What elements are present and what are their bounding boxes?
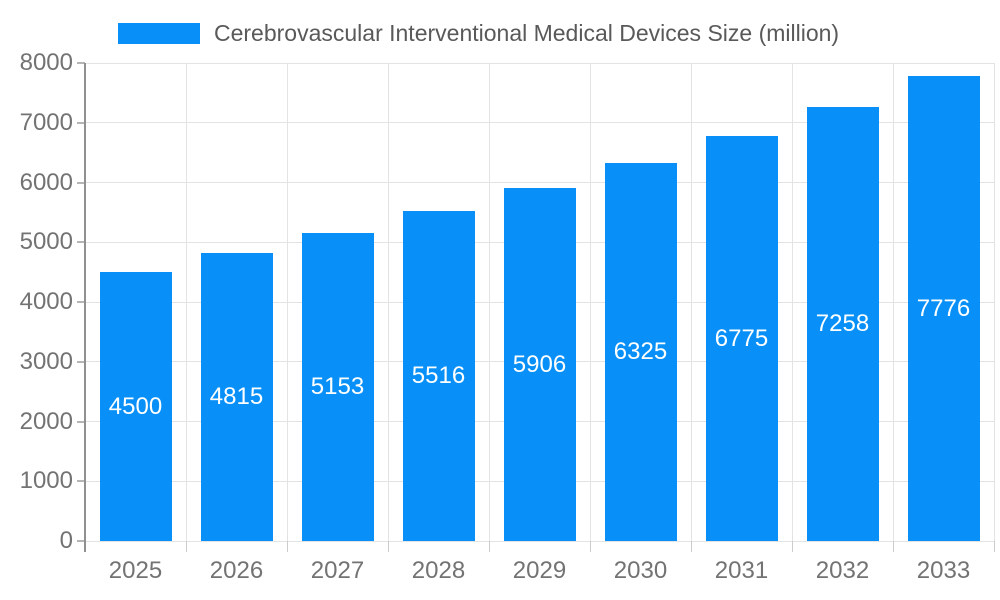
y-axis-tick — [77, 420, 85, 423]
x-gridline — [589, 63, 591, 541]
x-axis-tick — [892, 541, 894, 552]
bar[interactable] — [705, 136, 778, 541]
chart-legend[interactable]: Cerebrovascular Interventional Medical D… — [118, 18, 839, 48]
y-tick-label: 2000 — [19, 407, 73, 435]
y-tick-label: 7000 — [19, 108, 73, 136]
bar[interactable] — [200, 253, 273, 541]
x-tick-label: 2033 — [916, 557, 971, 584]
x-axis-tick — [993, 541, 995, 552]
x-tick-label: 2028 — [411, 557, 466, 584]
y-axis-tick — [77, 62, 85, 64]
y-tick-label: 5000 — [19, 228, 73, 256]
x-axis-tick — [387, 541, 389, 552]
x-axis-tick — [589, 541, 591, 552]
x-axis-tick — [185, 541, 187, 552]
x-gridline — [993, 63, 995, 541]
y-tick-label: 6000 — [19, 168, 73, 196]
bar-value-label: 4500 — [108, 392, 163, 420]
bar-value-label: 7776 — [916, 294, 971, 322]
y-gridline — [85, 540, 994, 542]
x-axis-tick — [791, 541, 793, 552]
legend-swatch — [118, 22, 200, 44]
bar-value-label: 6325 — [613, 338, 668, 366]
x-gridline — [488, 63, 490, 541]
y-gridline — [85, 122, 994, 124]
y-gridline — [85, 182, 994, 183]
bar-value-label: 6775 — [714, 324, 769, 352]
x-axis-tick — [690, 541, 692, 552]
x-gridline — [387, 63, 389, 541]
bar[interactable] — [99, 272, 172, 541]
x-tick-label: 2031 — [714, 557, 769, 584]
y-axis-tick — [77, 241, 85, 244]
y-axis-tick — [77, 360, 85, 363]
x-gridline — [892, 63, 894, 541]
bar[interactable] — [604, 163, 677, 541]
y-tick-label: 0 — [59, 527, 73, 554]
y-axis-tick — [77, 480, 85, 483]
y-axis-tick — [77, 181, 85, 184]
y-gridline — [85, 62, 994, 64]
bar[interactable] — [806, 107, 879, 541]
y-axis-tick — [77, 121, 85, 124]
x-axis-tick — [286, 541, 288, 552]
x-tick-label: 2026 — [209, 557, 264, 584]
y-axis-tick — [77, 540, 85, 542]
y-tick-label: 1000 — [19, 467, 73, 495]
x-tick-label: 2027 — [310, 557, 365, 584]
y-tick-label: 4000 — [19, 288, 73, 315]
legend-label: Cerebrovascular Interventional Medical D… — [214, 19, 840, 46]
y-axis-line — [84, 63, 86, 552]
bar[interactable] — [301, 233, 374, 541]
x-gridline — [286, 63, 288, 541]
y-axis-tick — [77, 301, 85, 303]
bar-value-label: 4815 — [209, 383, 264, 411]
x-tick-label: 2029 — [512, 557, 567, 584]
x-axis-tick — [488, 541, 490, 552]
bar[interactable] — [907, 76, 980, 541]
y-tick-label: 8000 — [19, 49, 73, 76]
x-tick-label: 2025 — [108, 557, 163, 584]
bar[interactable] — [402, 211, 475, 541]
bar[interactable] — [503, 188, 576, 541]
x-gridline — [690, 63, 692, 541]
bar-value-label: 5516 — [411, 362, 466, 390]
x-gridline — [185, 63, 187, 541]
bar-value-label: 5906 — [512, 350, 567, 378]
y-tick-label: 3000 — [19, 347, 73, 375]
x-tick-label: 2030 — [613, 557, 668, 584]
x-gridline — [791, 63, 793, 541]
bar-value-label: 5153 — [310, 373, 365, 401]
bar-value-label: 7258 — [815, 310, 870, 338]
x-tick-label: 2032 — [815, 557, 870, 584]
